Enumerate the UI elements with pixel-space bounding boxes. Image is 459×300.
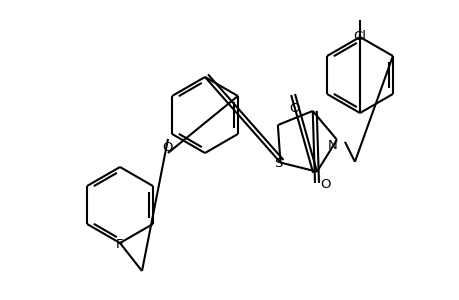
Text: F: F (116, 238, 123, 251)
Text: O: O (289, 102, 300, 115)
Text: O: O (162, 140, 173, 154)
Text: S: S (273, 157, 281, 169)
Text: O: O (319, 178, 330, 191)
Text: N: N (327, 139, 337, 152)
Text: Cl: Cl (353, 30, 366, 43)
